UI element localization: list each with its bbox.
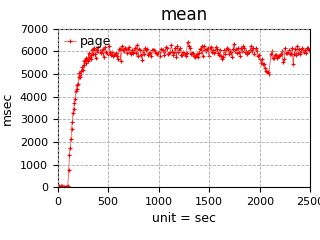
Legend: page: page (61, 33, 114, 51)
X-axis label: unit = sec: unit = sec (152, 212, 216, 225)
page (180, 53, 184, 56)
page (271, 57, 275, 60)
page (308, 48, 311, 51)
Line: page: page (55, 40, 312, 190)
Title: mean: mean (160, 6, 208, 24)
page (135, 43, 139, 46)
page (74, 90, 78, 93)
page (63, 186, 67, 189)
Y-axis label: msec: msec (1, 91, 14, 125)
page (56, 186, 60, 189)
page (71, 112, 75, 114)
page (141, 50, 145, 53)
page (186, 41, 189, 44)
